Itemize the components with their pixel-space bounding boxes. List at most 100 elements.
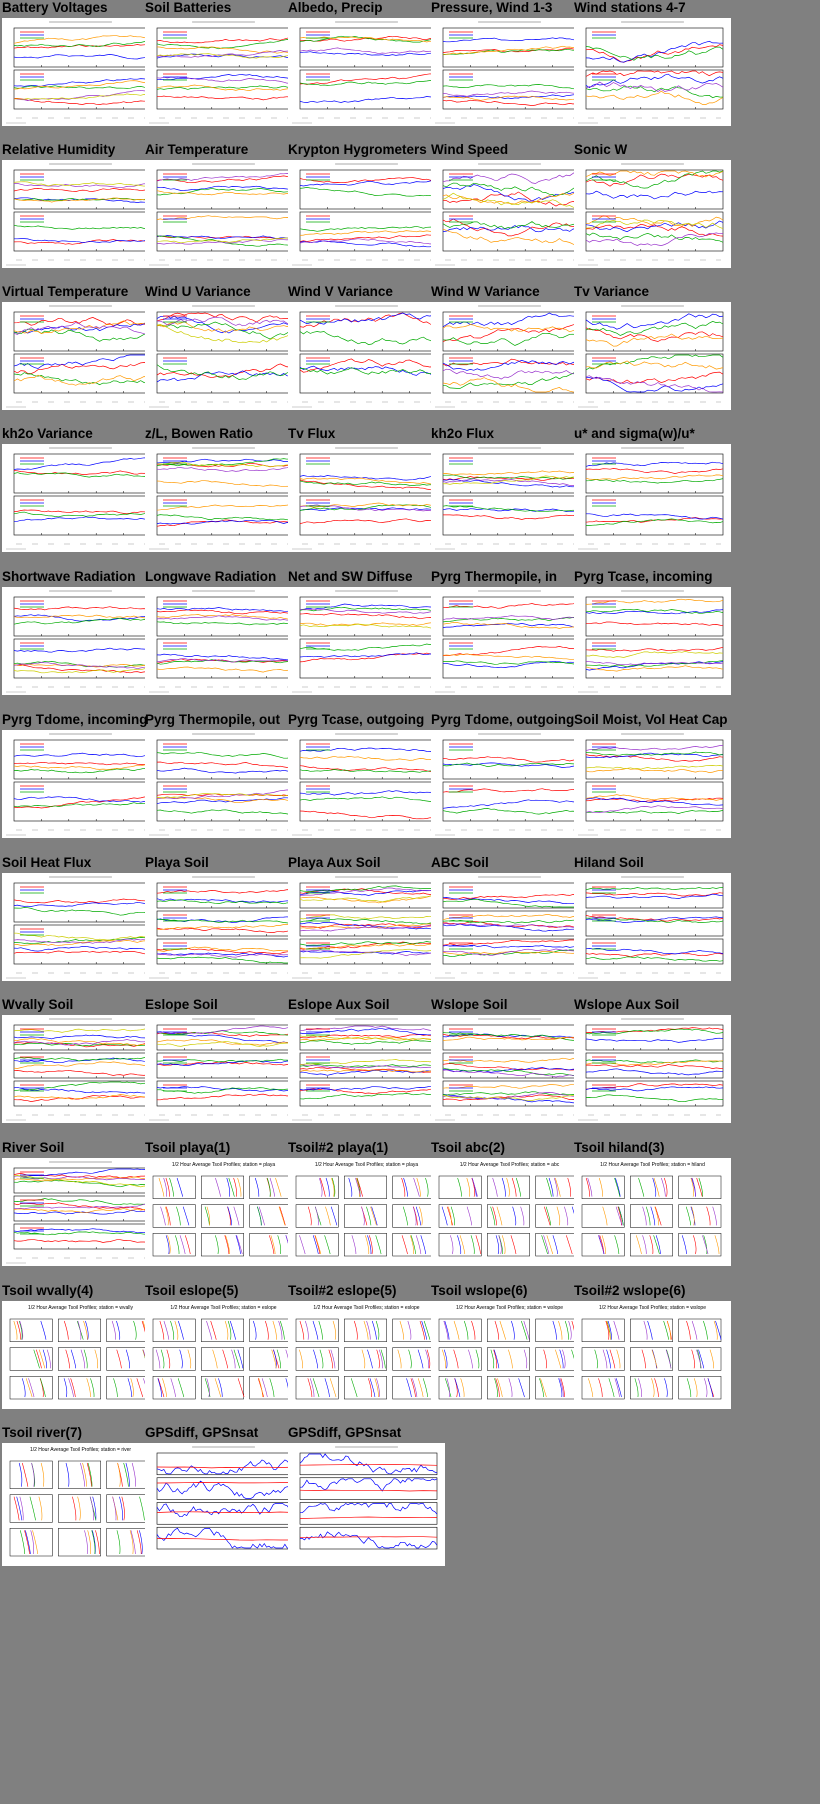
plot-thumbnail-virtual-temperature[interactable] (2, 302, 159, 410)
plot-thumbnail-tsoil-2-eslope-5[interactable]: 1/2 Hour Average Tsoil Profiles; station… (288, 1301, 445, 1409)
plot-thumbnail-wslope-aux-soil[interactable] (574, 1015, 731, 1123)
plot-image (149, 590, 295, 693)
plot-thumbnail-pressure-wind-1-3[interactable] (431, 18, 588, 126)
plot-image (435, 447, 581, 550)
thumbnail-title: Eslope Aux Soil (288, 997, 390, 1012)
plot-thumbnail-tv-variance[interactable] (574, 302, 731, 410)
plot-thumbnail-river-soil[interactable] (2, 1158, 159, 1266)
plot-thumbnail-wvally-soil[interactable] (2, 1015, 159, 1123)
plot-image (6, 21, 152, 124)
plot-image (435, 876, 581, 979)
thumbnail-title: Tsoil river(7) (2, 1425, 83, 1440)
plot-image (292, 733, 438, 836)
plot-thumbnail-soil-batteries[interactable] (145, 18, 302, 126)
plot-image (292, 163, 438, 266)
plot-thumbnail-net-and-sw-diffuse[interactable] (288, 587, 445, 695)
plot-image (292, 876, 438, 979)
plot-thumbnail-wind-w-variance[interactable] (431, 302, 588, 410)
plot-image: 1/2 Hour Average Tsoil Profiles; station… (295, 1305, 436, 1400)
thumbnail-title: Pyrg Thermopile, in (431, 569, 558, 584)
plot-thumbnail-eslope-aux-soil[interactable] (288, 1015, 445, 1123)
svg-text:1/2 Hour Average Tsoil Profile: 1/2 Hour Average Tsoil Profiles; station… (600, 1162, 705, 1168)
plot-thumbnail-tsoil-playa-1[interactable]: 1/2 Hour Average Tsoil Profiles; station… (145, 1158, 302, 1266)
thumbnail-title: Tsoil abc(2) (431, 1140, 506, 1155)
plot-image (156, 1446, 295, 1550)
plot-thumbnail-kh2o-variance[interactable] (2, 444, 159, 552)
plot-thumbnail-relative-humidity[interactable] (2, 160, 159, 268)
plot-thumbnail-tsoil-hiland-3[interactable]: 1/2 Hour Average Tsoil Profiles; station… (574, 1158, 731, 1266)
plot-thumbnail-eslope-soil[interactable] (145, 1015, 302, 1123)
plot-thumbnail-wind-stations-4-7[interactable] (574, 18, 731, 126)
thumbnail-title: Wind Speed (431, 142, 509, 157)
plot-image (292, 447, 438, 550)
thumbnail-title: Tv Variance (574, 284, 650, 299)
plot-thumbnail-longwave-radiation[interactable] (145, 587, 302, 695)
plot-thumbnail-abc-soil[interactable] (431, 873, 588, 981)
plot-thumbnail-shortwave-radiation[interactable] (2, 587, 159, 695)
plot-thumbnail-air-temperature[interactable] (145, 160, 302, 268)
plot-image: 1/2 Hour Average Tsoil Profiles; station… (152, 1162, 293, 1257)
plot-thumbnail-tsoil-wvally-4[interactable]: 1/2 Hour Average Tsoil Profiles; station… (2, 1301, 159, 1409)
plot-thumbnail-pyrg-thermopile-out[interactable] (145, 730, 302, 838)
plot-thumbnail-pyrg-tdome-outgoing[interactable] (431, 730, 588, 838)
thumbnail-title: GPSdiff, GPSnsat (288, 1425, 402, 1440)
plot-thumbnail-tsoil-eslope-5[interactable]: 1/2 Hour Average Tsoil Profiles; station… (145, 1301, 302, 1409)
plot-thumbnail-pyrg-tcase-outgoing[interactable] (288, 730, 445, 838)
thumbnail-title: Tsoil#2 wslope(6) (574, 1283, 686, 1298)
plot-thumbnail-wind-v-variance[interactable] (288, 302, 445, 410)
plot-thumbnail-pyrg-thermopile-in[interactable] (431, 587, 588, 695)
plot-thumbnail-z-l-bowen-ratio[interactable] (145, 444, 302, 552)
plot-thumbnail-soil-moist-vol-heat-cap[interactable] (574, 730, 731, 838)
plot-image (292, 590, 438, 693)
plot-thumbnail-tsoil-abc-2[interactable]: 1/2 Hour Average Tsoil Profiles; station… (431, 1158, 588, 1266)
thumbnail-title: Hiland Soil (574, 855, 644, 870)
thumbnail-title: Net and SW Diffuse (288, 569, 413, 584)
thumbnail-title: Wvally Soil (2, 997, 74, 1012)
plot-image (149, 733, 295, 836)
plot-thumbnail-u-and-sigma-w-u[interactable] (574, 444, 731, 552)
plot-thumbnail-tsoil-2-wslope-6[interactable]: 1/2 Hour Average Tsoil Profiles; station… (574, 1301, 731, 1409)
plot-thumbnail-albedo-precip[interactable] (288, 18, 445, 126)
plot-thumbnail-tsoil-2-playa-1[interactable]: 1/2 Hour Average Tsoil Profiles; station… (288, 1158, 445, 1266)
plot-image (435, 21, 581, 124)
plot-thumbnail-hiland-soil[interactable] (574, 873, 731, 981)
plot-thumbnail-wslope-soil[interactable] (431, 1015, 588, 1123)
thumbnail-title: Soil Batteries (145, 0, 232, 15)
plot-image (435, 305, 581, 408)
plot-image: 1/2 Hour Average Tsoil Profiles; station… (9, 1447, 150, 1557)
plot-image (578, 590, 724, 693)
plot-thumbnail-kh2o-flux[interactable] (431, 444, 588, 552)
plot-image (292, 21, 438, 124)
thumbnail-title: ABC Soil (431, 855, 489, 870)
plot-thumbnail-pyrg-tdome-incoming[interactable] (2, 730, 159, 838)
plot-thumbnail-krypton-hygrometers[interactable] (288, 160, 445, 268)
thumbnail-title: Wslope Soil (431, 997, 508, 1012)
plot-thumbnail-gpsdiff-gpsnsat[interactable] (288, 1443, 445, 1566)
thumbnail-title: Wind U Variance (145, 284, 251, 299)
plot-thumbnail-tsoil-wslope-6[interactable]: 1/2 Hour Average Tsoil Profiles; station… (431, 1301, 588, 1409)
svg-text:1/2 Hour Average Tsoil Profile: 1/2 Hour Average Tsoil Profiles; station… (456, 1305, 563, 1311)
plot-image (149, 876, 295, 979)
plot-thumbnail-gpsdiff-gpsnsat[interactable] (145, 1443, 302, 1566)
thumbnail-title: Soil Heat Flux (2, 855, 92, 870)
plot-image (435, 733, 581, 836)
thumbnail-title: z/L, Bowen Ratio (145, 426, 253, 441)
thumbnail-title: Virtual Temperature (2, 284, 129, 299)
svg-text:1/2 Hour Average Tsoil Profile: 1/2 Hour Average Tsoil Profiles; station… (172, 1162, 276, 1168)
plot-thumbnail-soil-heat-flux[interactable] (2, 873, 159, 981)
plot-image (578, 447, 724, 550)
thumbnail-title: Battery Voltages (2, 0, 108, 15)
thumbnail-title: Pyrg Tcase, outgoing (288, 712, 425, 727)
plot-thumbnail-playa-aux-soil[interactable] (288, 873, 445, 981)
plot-thumbnail-wind-speed[interactable] (431, 160, 588, 268)
plot-thumbnail-playa-soil[interactable] (145, 873, 302, 981)
thumbnail-title: Tsoil#2 playa(1) (288, 1140, 389, 1155)
plot-thumbnail-sonic-w[interactable] (574, 160, 731, 268)
plot-thumbnail-battery-voltages[interactable] (2, 18, 159, 126)
plot-thumbnail-wind-u-variance[interactable] (145, 302, 302, 410)
plot-thumbnail-tsoil-river-7[interactable]: 1/2 Hour Average Tsoil Profiles; station… (2, 1443, 159, 1566)
thumbnail-title: Pyrg Thermopile, out (145, 712, 281, 727)
plot-thumbnail-tv-flux[interactable] (288, 444, 445, 552)
plot-thumbnail-pyrg-tcase-incoming[interactable] (574, 587, 731, 695)
svg-text:1/2 Hour Average Tsoil Profile: 1/2 Hour Average Tsoil Profiles; station… (28, 1305, 134, 1311)
